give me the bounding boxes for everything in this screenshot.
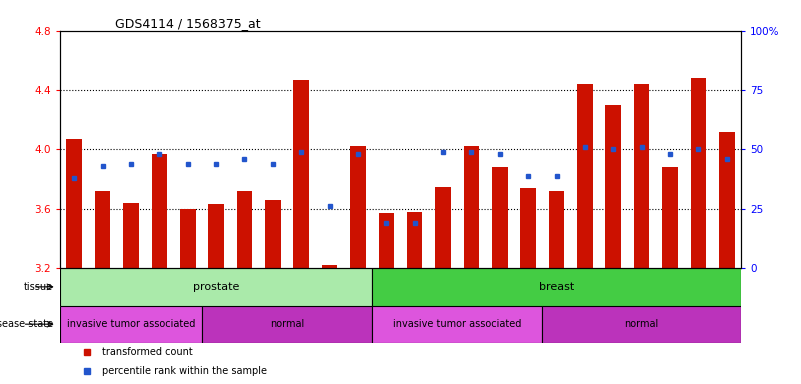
Bar <box>464 146 479 268</box>
Text: breast: breast <box>539 282 574 292</box>
Bar <box>521 188 536 268</box>
Bar <box>662 167 678 268</box>
Bar <box>322 265 337 268</box>
Text: invasive tumor associated: invasive tumor associated <box>393 319 521 329</box>
Bar <box>95 191 111 268</box>
Bar <box>379 213 394 268</box>
Text: invasive tumor associated: invasive tumor associated <box>66 319 195 329</box>
Text: transformed count: transformed count <box>103 347 193 357</box>
Bar <box>372 306 542 343</box>
Bar <box>407 212 422 268</box>
Bar <box>265 200 280 268</box>
Bar <box>123 203 139 268</box>
Bar <box>350 146 366 268</box>
Bar <box>549 191 565 268</box>
Bar <box>492 167 508 268</box>
Bar <box>690 78 706 268</box>
Bar <box>60 268 372 306</box>
Bar <box>236 191 252 268</box>
Bar <box>606 105 621 268</box>
Bar <box>60 306 202 343</box>
Bar <box>435 187 451 268</box>
Bar <box>372 268 741 306</box>
Bar <box>202 306 372 343</box>
Text: disease state: disease state <box>0 319 53 329</box>
Bar <box>634 84 650 268</box>
Text: percentile rank within the sample: percentile rank within the sample <box>103 366 268 376</box>
Bar <box>66 139 82 268</box>
Text: prostate: prostate <box>193 282 239 292</box>
Text: tissue: tissue <box>24 282 53 292</box>
Bar <box>542 306 741 343</box>
Bar <box>151 154 167 268</box>
Text: normal: normal <box>625 319 658 329</box>
Text: normal: normal <box>270 319 304 329</box>
Bar <box>180 209 195 268</box>
Bar <box>208 204 224 268</box>
Text: GDS4114 / 1568375_at: GDS4114 / 1568375_at <box>115 17 260 30</box>
Bar <box>577 84 593 268</box>
Bar <box>719 132 735 268</box>
Bar <box>293 80 309 268</box>
